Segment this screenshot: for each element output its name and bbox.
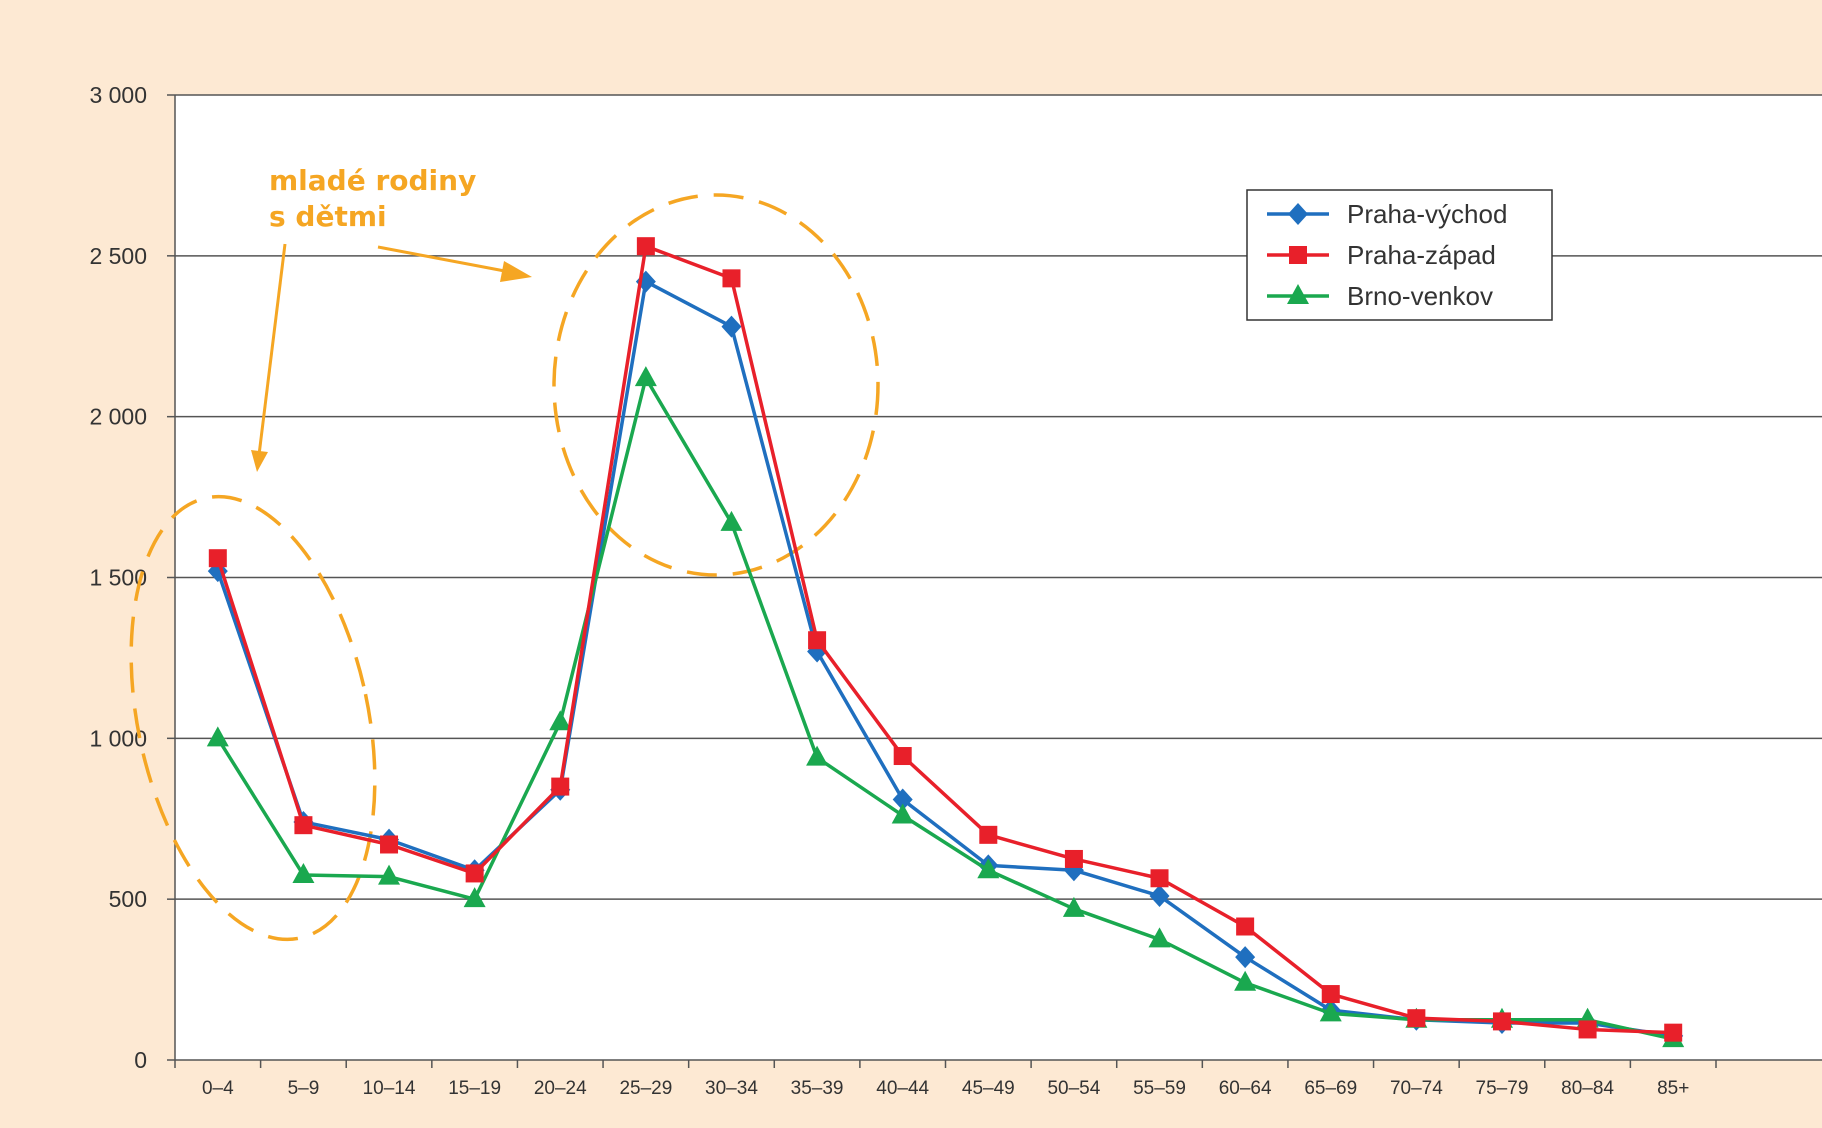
annotation-ellipse-young-parents bbox=[552, 193, 880, 577]
data-point bbox=[1150, 869, 1169, 888]
annotation-text-line1: mladé rodiny bbox=[269, 164, 476, 197]
annotation-arrow-down bbox=[257, 243, 287, 456]
axes bbox=[174, 95, 1822, 1061]
data-point bbox=[1234, 970, 1257, 991]
data-point bbox=[1064, 849, 1083, 868]
annotation-arrowhead-right bbox=[500, 261, 532, 282]
data-point bbox=[1321, 985, 1340, 1004]
legend-label: Praha-západ bbox=[1347, 240, 1496, 270]
data-point bbox=[1492, 1012, 1511, 1031]
data-point bbox=[634, 366, 657, 387]
series-lines bbox=[206, 237, 1685, 1048]
data-point bbox=[979, 825, 998, 844]
x-tick-label: 0–4 bbox=[202, 1078, 234, 1099]
x-tick-label: 10–14 bbox=[363, 1078, 416, 1099]
x-tick-label: 35–39 bbox=[791, 1078, 844, 1099]
data-point bbox=[549, 710, 572, 731]
data-point bbox=[551, 777, 570, 796]
x-tick-label: 5–9 bbox=[288, 1078, 320, 1099]
legend: Praha-východ Praha-západ Brno-venkov bbox=[1246, 189, 1553, 321]
data-point bbox=[1149, 884, 1170, 907]
x-tick-label: 75–79 bbox=[1476, 1078, 1529, 1099]
annotation-arrow-right bbox=[377, 245, 511, 274]
data-point bbox=[1664, 1023, 1683, 1042]
series-line bbox=[216, 244, 1674, 1035]
x-tick-label: 55–59 bbox=[1133, 1078, 1186, 1099]
data-point bbox=[977, 858, 1000, 879]
x-tick-label: 15–19 bbox=[448, 1078, 501, 1099]
data-point bbox=[892, 788, 913, 811]
data-point bbox=[380, 835, 399, 854]
series-1 bbox=[208, 237, 1683, 1042]
data-point bbox=[465, 864, 484, 883]
data-point bbox=[294, 816, 313, 835]
data-point bbox=[1235, 946, 1256, 969]
y-tick-label: 2 000 bbox=[89, 404, 147, 430]
annotation-ellipse-young-children bbox=[129, 494, 377, 942]
legend-marker bbox=[1287, 284, 1309, 304]
legend-label: Praha-východ bbox=[1347, 199, 1507, 229]
x-tick-label: 40–44 bbox=[876, 1078, 929, 1099]
data-point bbox=[1236, 917, 1255, 936]
x-tick-label: 50–54 bbox=[1047, 1078, 1100, 1099]
data-point bbox=[893, 747, 912, 766]
data-point bbox=[1062, 896, 1085, 917]
data-point bbox=[1407, 1009, 1426, 1028]
data-point bbox=[721, 315, 742, 338]
y-tick-label: 0 bbox=[134, 1047, 147, 1073]
data-point bbox=[463, 887, 486, 908]
x-tick-label: 70–74 bbox=[1390, 1078, 1443, 1099]
data-point bbox=[806, 745, 829, 766]
x-tick-label: 25–29 bbox=[619, 1078, 672, 1099]
data-point bbox=[1319, 1001, 1342, 1022]
legend-marker bbox=[1288, 203, 1308, 225]
x-tick-label: 80–84 bbox=[1561, 1078, 1614, 1099]
data-point bbox=[378, 864, 401, 885]
x-tick-label: 65–69 bbox=[1304, 1078, 1357, 1099]
y-tick-label: 2 500 bbox=[89, 243, 147, 269]
data-point bbox=[208, 549, 227, 568]
x-tick-label: 20–24 bbox=[534, 1078, 587, 1099]
legend-entry-0: Praha-východ bbox=[1267, 199, 1507, 229]
legend-entry-2: Brno-venkov bbox=[1267, 281, 1493, 311]
gridlines bbox=[175, 94, 1822, 1060]
x-tick-label: 85+ bbox=[1657, 1078, 1689, 1099]
data-point bbox=[1578, 1020, 1597, 1039]
x-axis-ticks: 0–4 5–9 10–14 15–19 20–24 25–29 30–34 35–39 40–4… bbox=[174, 1060, 1717, 1099]
data-point bbox=[1148, 927, 1171, 948]
y-tick-label: 3 000 bbox=[89, 82, 147, 108]
legend-entry-1: Praha-západ bbox=[1267, 240, 1496, 270]
data-point bbox=[720, 510, 743, 531]
annotation-arrowhead-down bbox=[251, 450, 268, 472]
y-tick-label: 500 bbox=[109, 886, 147, 912]
data-point bbox=[891, 803, 914, 824]
annotation-text-line2: s dětmi bbox=[269, 200, 387, 233]
data-point bbox=[636, 237, 655, 256]
data-point bbox=[292, 863, 315, 884]
data-point bbox=[808, 631, 827, 650]
x-tick-label: 60–64 bbox=[1219, 1078, 1272, 1099]
data-point bbox=[722, 269, 741, 288]
x-tick-label: 30–34 bbox=[705, 1078, 758, 1099]
data-point bbox=[206, 726, 229, 747]
annotation-group: mladé rodiny s dětmi bbox=[129, 164, 880, 942]
x-tick-label: 45–49 bbox=[962, 1078, 1015, 1099]
legend-marker bbox=[1289, 246, 1307, 264]
legend-label: Brno-venkov bbox=[1347, 281, 1493, 311]
